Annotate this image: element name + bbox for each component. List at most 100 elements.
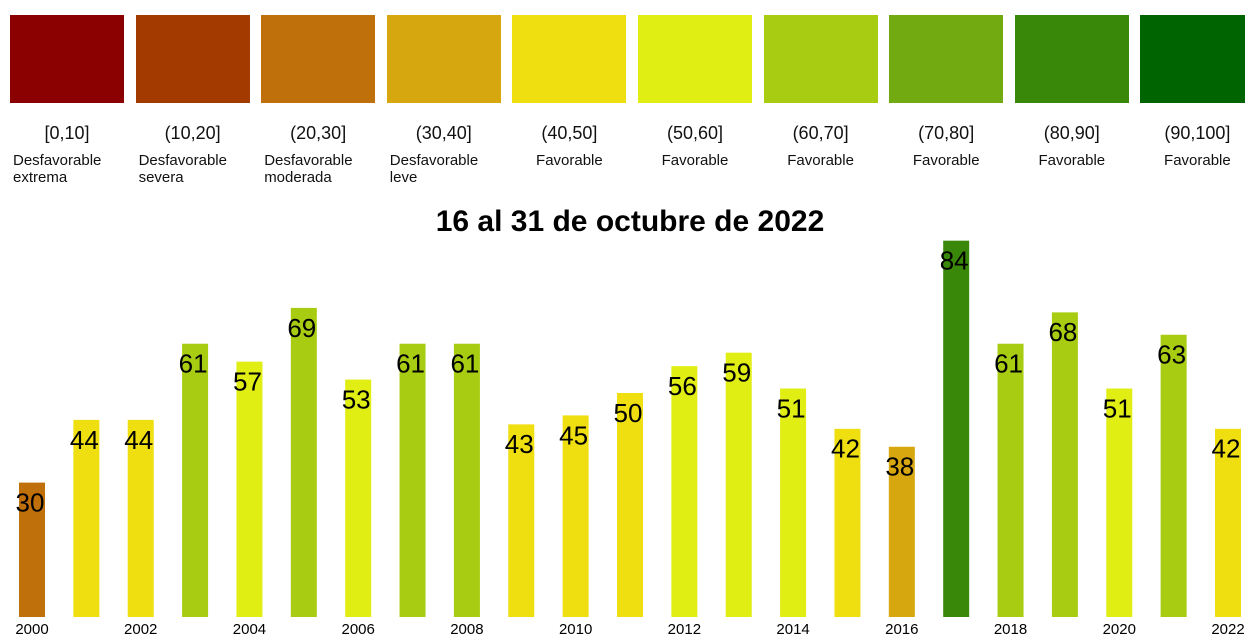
bar bbox=[1051, 312, 1078, 617]
legend-label: Desfavorable severa bbox=[138, 152, 227, 186]
legend-item: (40,50] Favorable bbox=[512, 15, 627, 170]
legend-label: Favorable bbox=[787, 152, 854, 169]
x-tick-label: 2002 bbox=[124, 621, 157, 637]
x-tick-label: 2006 bbox=[341, 621, 374, 637]
bar bbox=[182, 343, 209, 617]
bar bbox=[617, 393, 643, 617]
data-label: 51 bbox=[777, 393, 806, 423]
bar bbox=[236, 361, 263, 617]
legend-range: [0,10] bbox=[44, 123, 90, 143]
x-tick-label: 2016 bbox=[885, 621, 918, 637]
data-label: 43 bbox=[505, 429, 534, 459]
data-label: 56 bbox=[668, 371, 697, 401]
data-label: 61 bbox=[179, 349, 208, 379]
legend-swatch bbox=[512, 15, 627, 103]
x-tick-label: 2014 bbox=[776, 621, 809, 637]
bar bbox=[562, 415, 589, 617]
legend-range: (60,70] bbox=[792, 123, 849, 143]
bar bbox=[1106, 388, 1133, 617]
legend-label: Desfavorable extrema bbox=[13, 152, 102, 186]
x-tick-label: 2018 bbox=[994, 621, 1027, 637]
data-label: 42 bbox=[1212, 434, 1241, 464]
data-label: 44 bbox=[70, 425, 99, 455]
data-label: 50 bbox=[614, 398, 643, 428]
legend-item: (50,60] Favorable bbox=[638, 15, 752, 170]
chart-title: 16 al 31 de octubre de 2022 bbox=[436, 205, 825, 238]
legend-range: (40,50] bbox=[541, 123, 598, 143]
x-tick-label: 2012 bbox=[668, 621, 701, 637]
legend-item: (60,70] Favorable bbox=[763, 15, 878, 170]
legend-item: (20,30] Desfavorable moderada bbox=[261, 15, 376, 187]
legend-range: (90,100] bbox=[1164, 123, 1231, 143]
data-label: 59 bbox=[722, 358, 751, 388]
bar bbox=[997, 343, 1024, 617]
x-tick-label: 2022 bbox=[1211, 621, 1244, 637]
data-label: 42 bbox=[831, 434, 860, 464]
data-label: 30 bbox=[16, 487, 45, 517]
legend-range: (80,90] bbox=[1043, 123, 1100, 143]
legend-swatch bbox=[638, 15, 752, 103]
data-label: 84 bbox=[940, 246, 969, 276]
legend-swatch bbox=[386, 15, 501, 103]
data-label: 53 bbox=[342, 384, 371, 414]
x-tick-label: 2020 bbox=[1103, 621, 1136, 637]
legend-item: (70,80] Favorable bbox=[889, 15, 1004, 170]
legend-swatch bbox=[135, 15, 250, 103]
bar bbox=[290, 307, 317, 617]
data-label: 68 bbox=[1048, 317, 1077, 347]
bar bbox=[671, 366, 698, 617]
x-tick-label: 2000 bbox=[15, 621, 48, 637]
legend-label: Desfavorable leve bbox=[389, 152, 479, 186]
legend-swatch bbox=[1140, 15, 1245, 103]
data-label: 61 bbox=[994, 349, 1023, 379]
bar bbox=[725, 352, 752, 617]
data-label: 61 bbox=[396, 349, 425, 379]
data-label: 57 bbox=[233, 367, 262, 397]
legend-range: (30,40] bbox=[415, 123, 472, 143]
bar bbox=[943, 240, 970, 617]
legend-item: (90,100] Favorable bbox=[1140, 15, 1245, 170]
legend-label: Desfavorable moderada bbox=[264, 152, 353, 186]
legend-swatch bbox=[889, 15, 1004, 103]
bar bbox=[127, 419, 154, 617]
legend-range: (70,80] bbox=[918, 123, 975, 143]
data-label: 63 bbox=[1157, 340, 1186, 370]
data-label: 44 bbox=[124, 425, 153, 455]
legend-range: (50,60] bbox=[666, 123, 724, 143]
legend-swatch bbox=[10, 15, 124, 103]
bar bbox=[834, 428, 861, 617]
legend-label: Favorable bbox=[536, 152, 603, 169]
legend-range: (10,20] bbox=[164, 123, 221, 143]
bar bbox=[73, 419, 100, 617]
bar bbox=[453, 343, 480, 617]
legend-item: [0,10] Desfavorable extrema bbox=[10, 15, 124, 187]
legend-item: (80,90] Favorable bbox=[1014, 15, 1129, 170]
legend-label: Favorable bbox=[1038, 152, 1106, 169]
bar bbox=[345, 379, 372, 617]
legend-label: Favorable bbox=[1164, 152, 1231, 169]
data-label: 45 bbox=[559, 420, 588, 450]
legend-swatch bbox=[261, 15, 376, 103]
bar bbox=[1160, 334, 1187, 617]
legend-swatch bbox=[763, 15, 878, 103]
legend-label: Favorable bbox=[661, 152, 729, 169]
bar bbox=[780, 388, 807, 617]
legend-swatch bbox=[1014, 15, 1129, 103]
x-tick-label: 2008 bbox=[450, 621, 483, 637]
data-label: 69 bbox=[287, 313, 316, 343]
x-tick-label: 2010 bbox=[559, 621, 592, 637]
legend-range: (20,30] bbox=[290, 123, 347, 143]
x-tick-label: 2004 bbox=[233, 621, 266, 637]
data-label: 38 bbox=[885, 452, 914, 482]
data-label: 51 bbox=[1103, 393, 1132, 423]
data-label: 61 bbox=[450, 349, 479, 379]
bar bbox=[1215, 428, 1241, 617]
bar bbox=[399, 343, 426, 617]
bar bbox=[888, 446, 915, 617]
bar bbox=[19, 482, 45, 617]
legend-label: Favorable bbox=[912, 152, 980, 169]
legend-item: (30,40] Desfavorable leve bbox=[386, 15, 501, 187]
bar bbox=[508, 424, 535, 617]
